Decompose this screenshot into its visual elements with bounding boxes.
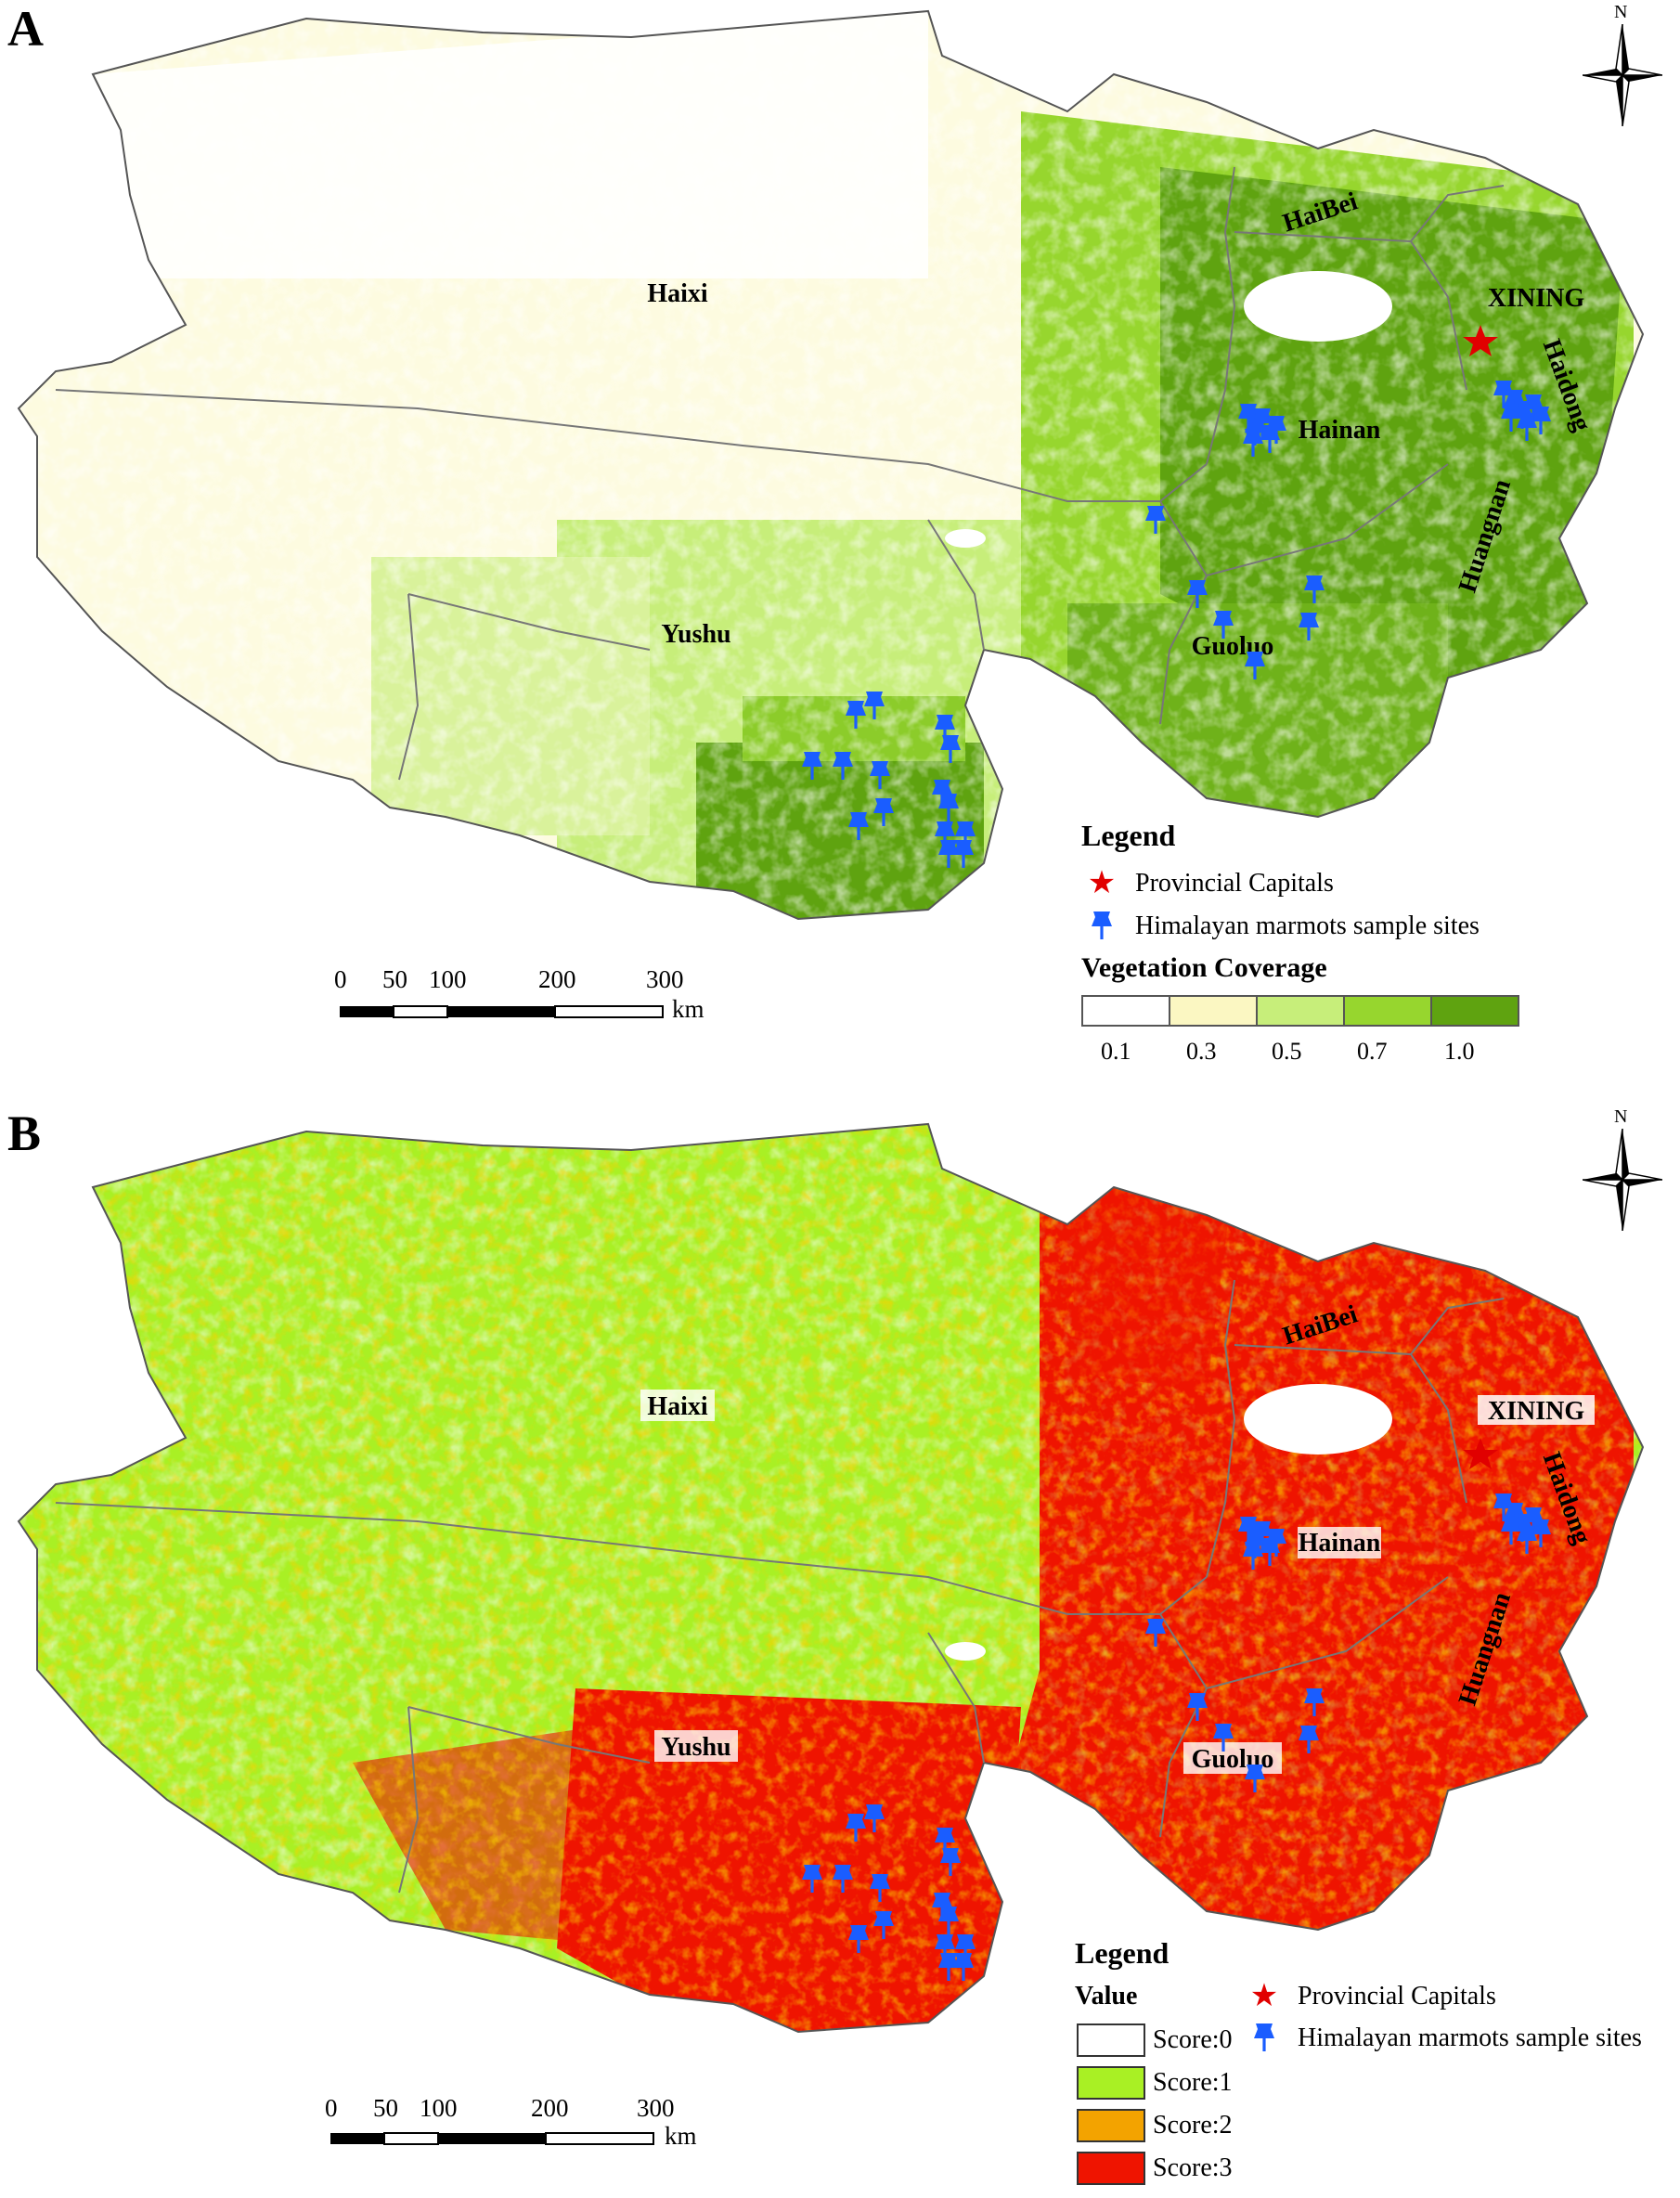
legend-score-3: Score:3 (1077, 2152, 1233, 2185)
scale-tick: 50 (382, 965, 407, 993)
score-label: Score:2 (1153, 2111, 1233, 2140)
suitability-score-map: Haixi HaiBei XINING Haidong Hainan Huang… (18, 1123, 1644, 2033)
veg-tick: 0.7 (1357, 1038, 1388, 1065)
capital-star-icon (1463, 325, 1498, 356)
prefecture-boundaries (55, 166, 1505, 781)
region-label-xining: XINING (1488, 284, 1584, 313)
north-label: N (1614, 2, 1628, 22)
legend-title: Legend (1081, 819, 1176, 852)
scale-tick: 100 (420, 2094, 458, 2122)
vegetation-coverage-title: Vegetation Coverage (1081, 952, 1327, 983)
value-title: Value (1075, 1982, 1138, 2011)
scale-bar (330, 2132, 654, 2145)
legend-capital-label: Provincial Capitals (1135, 869, 1334, 898)
score-label: Score:3 (1153, 2153, 1233, 2182)
scale-unit: km (665, 2122, 697, 2150)
veg-swatch (1083, 997, 1170, 1025)
score-swatch (1077, 2066, 1145, 2100)
region-label-hainan: Hainan (1299, 416, 1381, 445)
scale-tick: 200 (531, 2094, 569, 2122)
region-label-hainan: Hainan (1299, 1529, 1381, 1558)
veg-swatch (1258, 997, 1345, 1025)
pushpin-icon (1092, 912, 1112, 939)
veg-swatch (1432, 997, 1518, 1025)
region-label-haixi: Haixi (647, 279, 708, 308)
veg-tick: 0.5 (1272, 1038, 1302, 1065)
region-label-yushu: Yushu (661, 620, 730, 649)
scale-tick: 0 (325, 2094, 338, 2122)
region-label-yushu: Yushu (661, 1733, 730, 1762)
prefecture-boundaries (55, 1279, 1505, 1894)
compass-rose-icon (1583, 24, 1662, 126)
capital-star-icon (1463, 1438, 1498, 1469)
legend-sites: Himalayan marmots sample sites (1081, 910, 1480, 943)
region-label-xining: XINING (1488, 1397, 1584, 1426)
score-swatch (1077, 2023, 1145, 2057)
veg-tick: 0.1 (1101, 1038, 1131, 1065)
vegetation-coverage-map: Haixi HaiBei XINING Haidong Hainan Huang… (18, 10, 1644, 920)
scale-tick: 50 (373, 2094, 398, 2122)
map-fill (19, 11, 1643, 919)
score-swatch (1077, 2152, 1145, 2185)
legend-sites-label: Himalayan marmots sample sites (1298, 2023, 1642, 2052)
star-icon: ★ (1087, 866, 1117, 900)
score-label: Score:1 (1153, 2068, 1233, 2097)
pushpin-icon (1254, 2023, 1274, 2051)
panel-a: A (0, 0, 1680, 1077)
scale-bar (340, 1005, 664, 1018)
scale-tick: 100 (429, 965, 467, 993)
region-label-haixi: Haixi (647, 1392, 708, 1421)
map-fill (19, 1124, 1643, 2032)
vegetation-color-bar (1081, 995, 1519, 1027)
legend-sites: Himalayan marmots sample sites (1244, 2022, 1642, 2055)
legend-score-1: Score:1 (1077, 2066, 1233, 2100)
legend-capital: ★ Provincial Capitals (1244, 1981, 1496, 2012)
scale-unit: km (672, 995, 704, 1023)
panel-letter: A (7, 1, 44, 57)
scale-tick: 300 (637, 2094, 675, 2122)
legend-title: Legend (1075, 1936, 1170, 1970)
legend-capital-label: Provincial Capitals (1298, 1982, 1496, 2011)
star-icon: ★ (1249, 1979, 1279, 2013)
panel-b: B Haix (0, 1105, 1680, 2198)
panel-letter: B (7, 1105, 42, 1161)
scale-tick: 300 (646, 965, 684, 993)
legend-score-0: Score:0 (1077, 2023, 1233, 2057)
legend-sites-label: Himalayan marmots sample sites (1135, 912, 1480, 940)
score-swatch (1077, 2109, 1145, 2142)
score-label: Score:0 (1153, 2025, 1233, 2054)
veg-swatch (1170, 997, 1258, 1025)
veg-swatch (1345, 997, 1432, 1025)
legend-capital: ★ Provincial Capitals (1081, 868, 1334, 899)
veg-tick: 1.0 (1444, 1038, 1475, 1065)
north-label: N (1614, 1106, 1628, 1127)
scale-tick: 200 (538, 965, 576, 993)
legend-score-2: Score:2 (1077, 2109, 1233, 2142)
scale-tick: 0 (334, 965, 347, 993)
compass-rose-icon (1583, 1129, 1662, 1231)
veg-tick: 0.3 (1186, 1038, 1217, 1065)
